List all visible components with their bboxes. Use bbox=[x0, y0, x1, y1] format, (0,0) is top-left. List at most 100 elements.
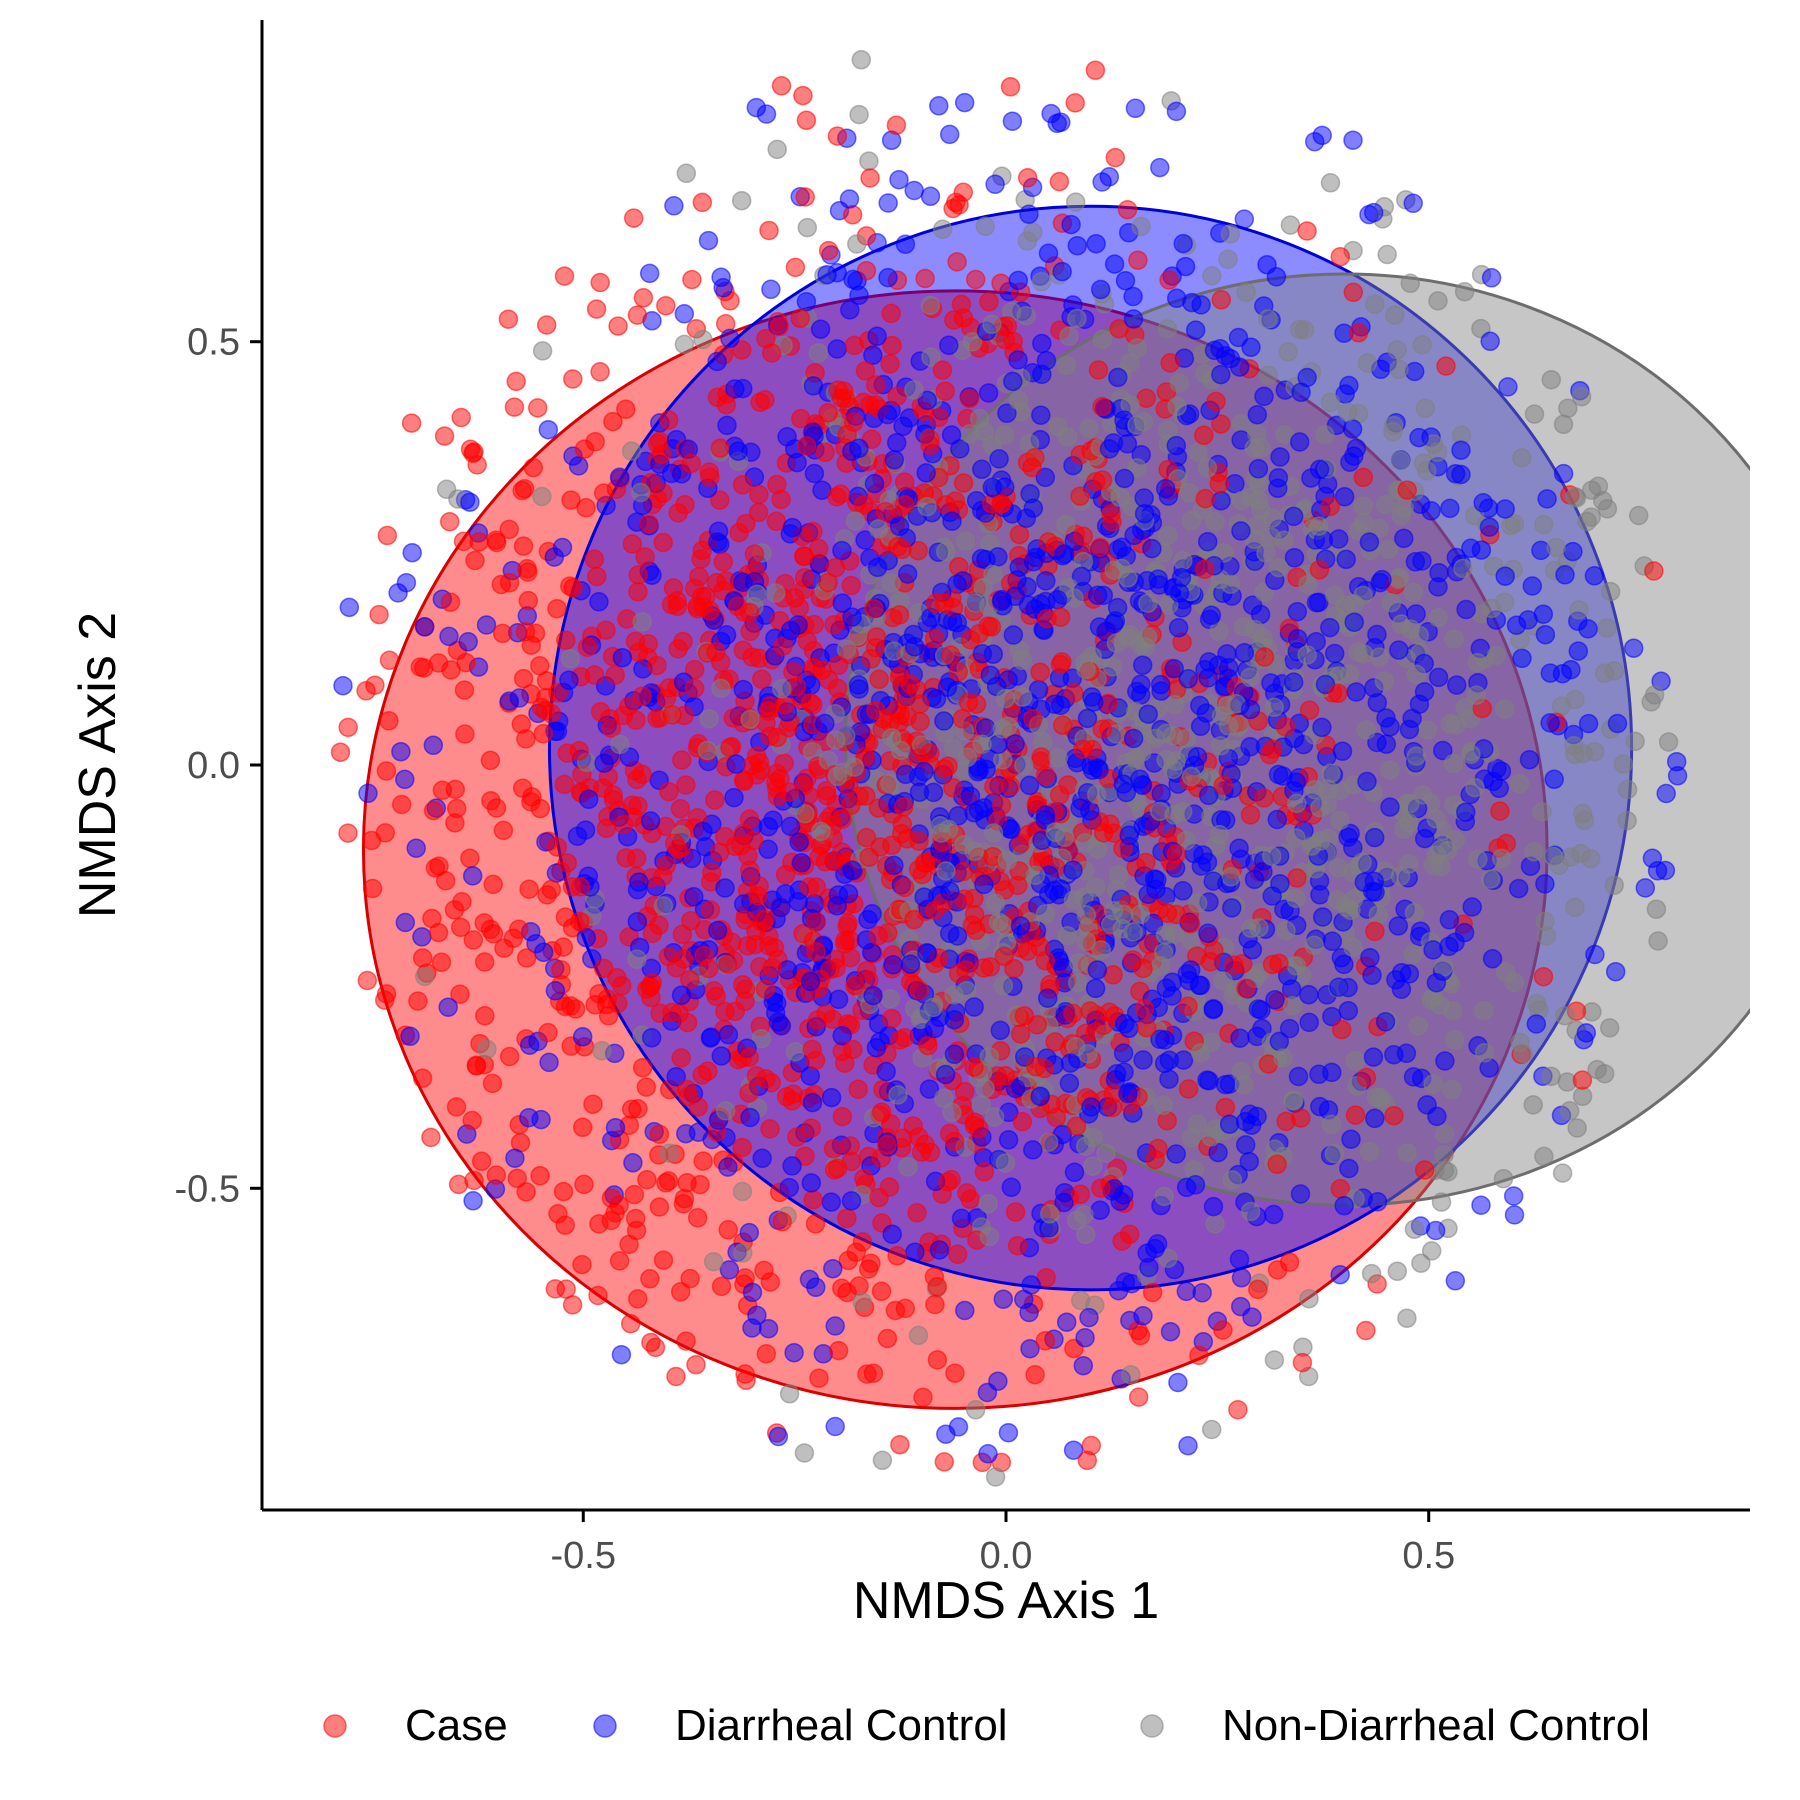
point-non-diarrheal-control bbox=[1535, 911, 1555, 931]
point-diarrheal-control bbox=[1133, 1306, 1153, 1326]
point-diarrheal-control bbox=[717, 415, 737, 436]
point-case bbox=[375, 823, 396, 843]
point-case bbox=[771, 489, 791, 510]
point-diarrheal-control bbox=[980, 665, 1001, 685]
point-non-diarrheal-control bbox=[1100, 914, 1121, 935]
point-non-diarrheal-control bbox=[1181, 766, 1202, 787]
point-case bbox=[744, 544, 765, 564]
point-case bbox=[670, 798, 691, 819]
point-case bbox=[869, 1187, 889, 1208]
point-case bbox=[828, 1340, 849, 1361]
point-non-diarrheal-control bbox=[1066, 1210, 1087, 1231]
point-diarrheal-control bbox=[1290, 1184, 1311, 1204]
point-diarrheal-control bbox=[707, 920, 728, 941]
point-non-diarrheal-control bbox=[1426, 809, 1446, 829]
point-diarrheal-control bbox=[867, 557, 888, 578]
point-non-diarrheal-control bbox=[1218, 249, 1238, 270]
point-non-diarrheal-control bbox=[715, 1101, 736, 1121]
point-diarrheal-control bbox=[934, 711, 954, 731]
point-non-diarrheal-control bbox=[1190, 1043, 1211, 1063]
point-diarrheal-control bbox=[897, 564, 918, 584]
point-non-diarrheal-control bbox=[733, 1243, 753, 1263]
point-case bbox=[639, 514, 659, 534]
point-layer bbox=[330, 50, 1688, 1487]
point-non-diarrheal-control bbox=[1123, 922, 1143, 942]
point-diarrheal-control bbox=[1553, 463, 1574, 484]
point-case bbox=[486, 530, 506, 550]
point-non-diarrheal-control bbox=[995, 688, 1016, 709]
point-non-diarrheal-control bbox=[852, 1292, 872, 1312]
point-non-diarrheal-control bbox=[1086, 784, 1107, 805]
point-case bbox=[766, 511, 787, 532]
point-diarrheal-control bbox=[955, 1300, 975, 1321]
point-case bbox=[739, 1083, 759, 1103]
point-case bbox=[794, 546, 814, 567]
point-non-diarrheal-control bbox=[988, 912, 1009, 932]
point-case bbox=[523, 457, 544, 478]
point-diarrheal-control bbox=[821, 1087, 842, 1108]
point-non-diarrheal-control bbox=[1241, 918, 1261, 939]
point-diarrheal-control bbox=[1217, 644, 1237, 664]
point-diarrheal-control bbox=[1175, 256, 1196, 277]
point-diarrheal-control bbox=[1605, 961, 1626, 982]
point-case bbox=[1644, 561, 1664, 581]
point-diarrheal-control bbox=[1362, 965, 1382, 986]
point-case bbox=[1397, 480, 1417, 500]
point-diarrheal-control bbox=[1339, 375, 1359, 396]
point-case bbox=[697, 643, 718, 663]
point-case bbox=[1005, 1202, 1026, 1222]
point-diarrheal-control bbox=[1267, 809, 1288, 830]
point-case bbox=[854, 1168, 874, 1189]
point-non-diarrheal-control bbox=[1169, 373, 1190, 393]
point-case bbox=[531, 697, 552, 718]
point-case bbox=[656, 688, 677, 709]
point-case bbox=[456, 652, 476, 673]
point-diarrheal-control bbox=[1005, 1078, 1026, 1099]
point-diarrheal-control bbox=[1471, 1195, 1491, 1215]
point-non-diarrheal-control bbox=[1389, 567, 1410, 588]
point-case bbox=[551, 959, 571, 980]
point-non-diarrheal-control bbox=[872, 1450, 893, 1471]
point-case bbox=[1259, 744, 1280, 765]
point-diarrheal-control bbox=[1522, 576, 1543, 596]
point-non-diarrheal-control bbox=[1153, 1095, 1173, 1116]
point-non-diarrheal-control bbox=[1380, 760, 1400, 780]
point-case bbox=[1292, 1352, 1313, 1373]
point-non-diarrheal-control bbox=[979, 1226, 1000, 1247]
point-case bbox=[767, 727, 788, 748]
point-non-diarrheal-control bbox=[1299, 1288, 1319, 1309]
point-case bbox=[656, 295, 676, 316]
point-case bbox=[1194, 425, 1214, 446]
point-non-diarrheal-control bbox=[1444, 1030, 1465, 1050]
point-diarrheal-control bbox=[758, 816, 779, 837]
point-non-diarrheal-control bbox=[888, 1085, 908, 1105]
point-case bbox=[560, 996, 581, 1016]
point-case bbox=[894, 495, 915, 515]
point-non-diarrheal-control bbox=[1397, 1143, 1417, 1163]
point-diarrheal-control bbox=[1092, 172, 1112, 192]
point-non-diarrheal-control bbox=[1404, 902, 1425, 923]
point-non-diarrheal-control bbox=[1387, 1261, 1408, 1282]
point-case bbox=[1026, 1056, 1046, 1077]
point-non-diarrheal-control bbox=[1320, 392, 1341, 412]
point-non-diarrheal-control bbox=[1454, 281, 1475, 302]
point-diarrheal-control bbox=[391, 741, 411, 762]
point-case bbox=[590, 272, 610, 293]
point-diarrheal-control bbox=[964, 997, 984, 1017]
point-case bbox=[1035, 765, 1056, 786]
point-case bbox=[1090, 537, 1110, 558]
point-case bbox=[846, 1242, 866, 1263]
point-non-diarrheal-control bbox=[1417, 720, 1438, 740]
point-case bbox=[723, 708, 744, 728]
point-diarrheal-control bbox=[1283, 672, 1304, 692]
point-case bbox=[1384, 1105, 1404, 1126]
point-diarrheal-control bbox=[1116, 782, 1137, 803]
point-case bbox=[401, 413, 422, 433]
point-case bbox=[727, 596, 748, 617]
point-non-diarrheal-control bbox=[1412, 785, 1433, 805]
point-diarrheal-control bbox=[1375, 1012, 1396, 1032]
point-case bbox=[519, 879, 539, 899]
point-diarrheal-control bbox=[1299, 1012, 1319, 1033]
point-non-diarrheal-control bbox=[1282, 995, 1303, 1016]
point-case bbox=[632, 686, 652, 706]
